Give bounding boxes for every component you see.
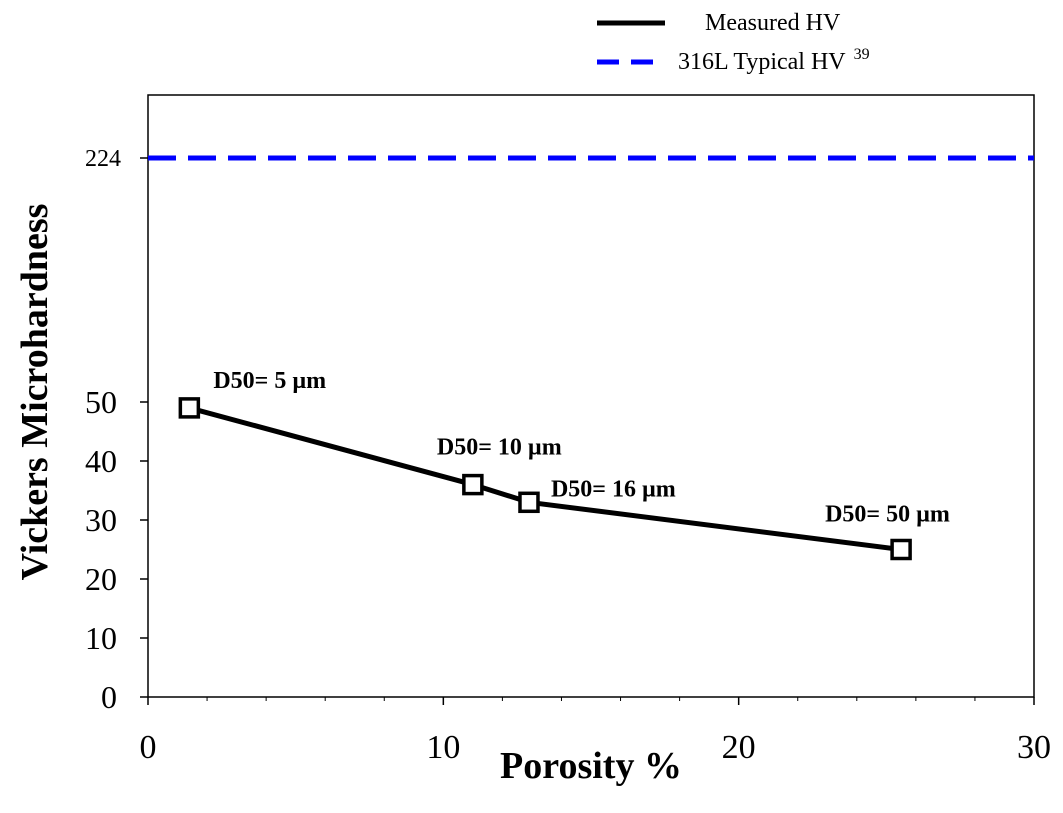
data-point-marker — [890, 538, 912, 561]
x-tick-label: 0 — [140, 729, 157, 766]
x-axis-title: Porosity % — [500, 745, 682, 787]
y-tick-label: 20 — [85, 561, 117, 597]
data-point-marker — [178, 397, 201, 419]
y-axis-title: Vickers Microhardness — [14, 204, 56, 581]
legend-label-reference-text: 316L Typical HV — [678, 49, 846, 75]
y-tick-label: 40 — [85, 443, 117, 479]
plot-frame — [147, 94, 1035, 698]
point-labels: D50= 5 µm D50= 10 µm D50= 16 µm D50= 50 µm — [213, 368, 950, 528]
x-tick-label: 20 — [722, 729, 756, 766]
point-label: D50= 16 µm — [551, 476, 676, 502]
point-label: D50= 5 µm — [213, 368, 326, 394]
data-point-marker — [518, 491, 540, 514]
legend-label-measured: Measured HV — [705, 10, 841, 36]
x-tick-label: 10 — [426, 729, 460, 766]
point-label: D50= 10 µm — [437, 435, 562, 461]
y-tick-label: 0 — [101, 679, 117, 715]
y-tick-label: 10 — [85, 620, 117, 656]
y-tick-label: 224 — [85, 146, 121, 172]
legend-label-reference-superscript: 39 — [854, 46, 870, 63]
y-axis: 0 10 20 30 40 50 224 — [85, 146, 148, 715]
x-axis: 0 10 20 30 — [140, 697, 1051, 766]
y-tick-label: 30 — [85, 502, 117, 538]
y-tick-label: 50 — [85, 384, 117, 420]
point-label: D50= 50 µm — [825, 502, 950, 528]
legend-label-reference: 316L Typical HV 39 — [678, 46, 870, 75]
measured-markers — [178, 397, 912, 561]
x-tick-label: 30 — [1017, 729, 1051, 766]
data-point-marker — [462, 473, 484, 496]
legend: Measured HV 316L Typical HV 39 — [597, 10, 870, 75]
measured-line — [188, 405, 902, 552]
